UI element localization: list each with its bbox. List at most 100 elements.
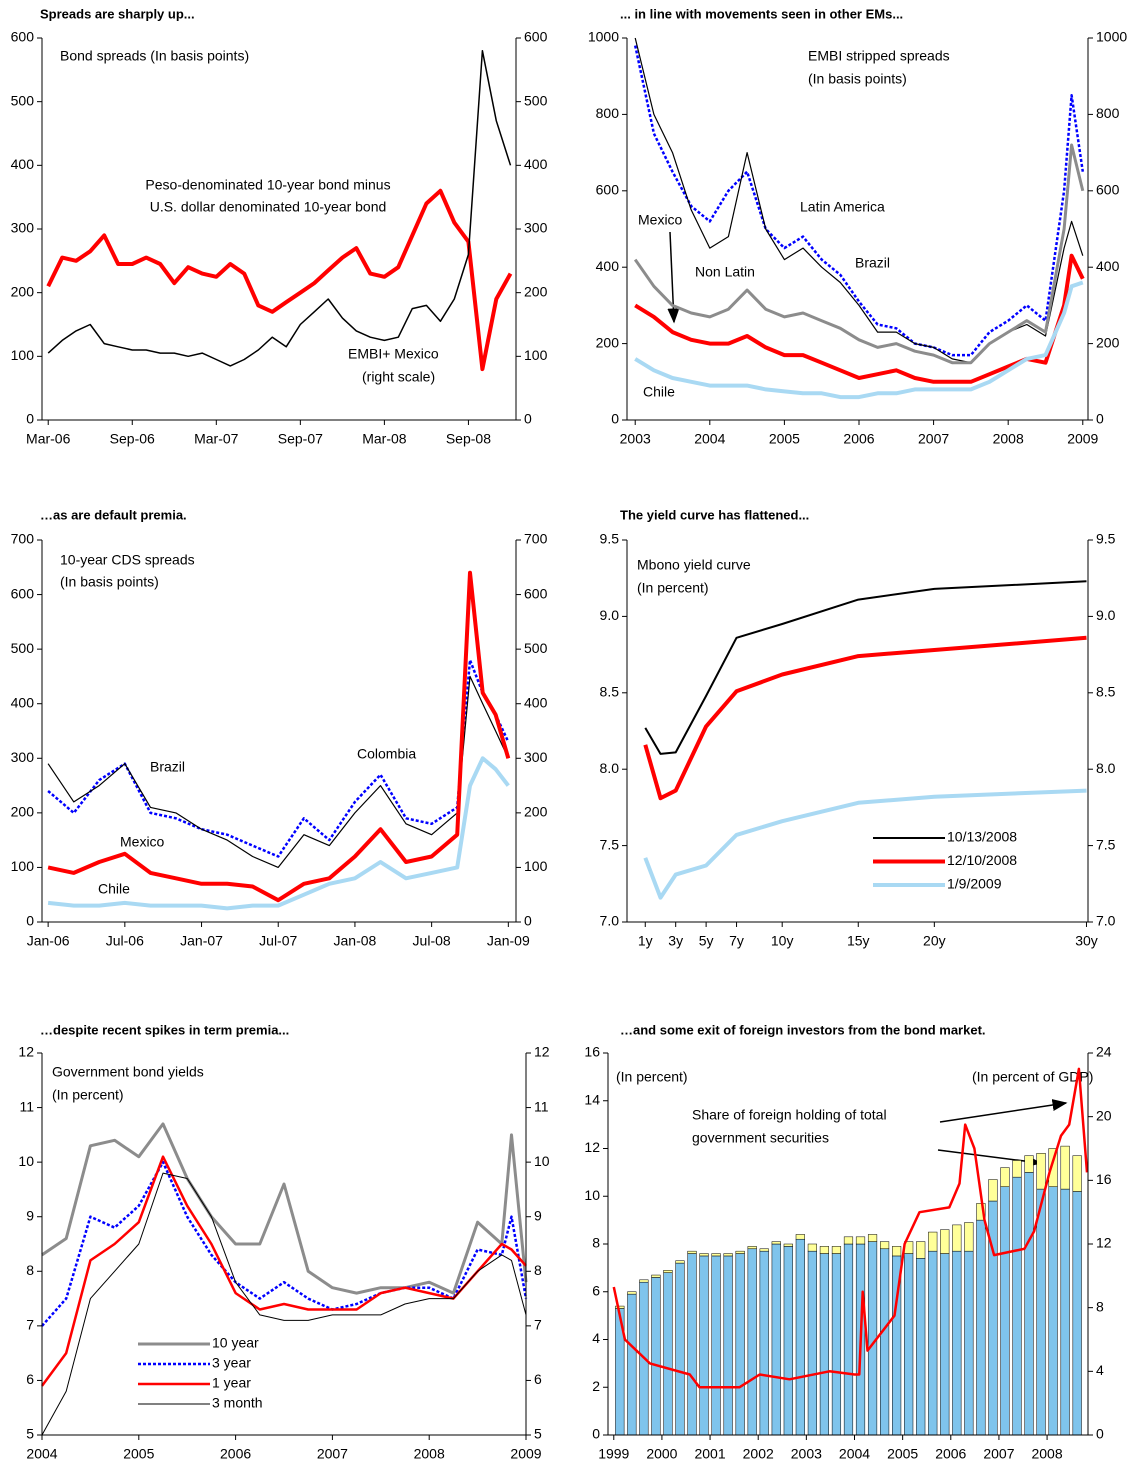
y2-tick-label: 0 — [524, 411, 532, 427]
bar — [928, 1231, 938, 1252]
y-tick-label: 7 — [26, 1317, 34, 1333]
bar — [687, 1253, 697, 1436]
bar — [928, 1250, 938, 1436]
y2-tick-label: 0 — [1096, 411, 1104, 427]
legend-label: 3 month — [212, 1395, 263, 1411]
y2-tick-label: 9.0 — [1096, 607, 1116, 623]
x-tick-label: 2004 — [839, 1446, 870, 1462]
y2-tick-label: 300 — [524, 749, 548, 765]
bar — [795, 1234, 805, 1240]
bar — [663, 1270, 673, 1273]
x-tick-label: 1999 — [598, 1446, 629, 1462]
chart-title: ... in line with movements seen in other… — [620, 6, 903, 21]
y-tick-label: 0 — [26, 411, 34, 427]
bar — [735, 1250, 745, 1254]
y2-tick-label: 7.5 — [1096, 836, 1116, 852]
x-tick-label: 2005 — [887, 1446, 918, 1462]
series-line — [633, 45, 1085, 357]
series-line — [41, 1160, 528, 1327]
x-tick-label: Jan-09 — [487, 933, 530, 949]
bar — [819, 1253, 829, 1436]
y2-tick-label: 100 — [524, 858, 548, 874]
legend-label: 3 year — [212, 1355, 251, 1371]
bar — [964, 1222, 974, 1252]
y2-tick-label: 300 — [524, 220, 548, 236]
annotation: (In percent of GDP) — [972, 1069, 1093, 1085]
annotation: (In basis points) — [808, 71, 907, 87]
bar — [843, 1236, 854, 1245]
y-tick-label: 700 — [11, 531, 35, 547]
series-line — [643, 788, 1087, 900]
y-tick-label: 0 — [26, 913, 34, 929]
bar — [627, 1291, 637, 1295]
y2-tick-label: 8 — [534, 1262, 542, 1278]
bar — [663, 1272, 673, 1436]
x-tick-label: 2005 — [123, 1446, 154, 1462]
bar — [1036, 1188, 1046, 1436]
y-tick-label: 300 — [11, 749, 35, 765]
legend-label: 10/13/2008 — [947, 829, 1017, 845]
chart-title: …as are default premia. — [40, 507, 187, 522]
annotation: (In percent) — [52, 1087, 124, 1103]
x-tick-label: Jul-06 — [106, 933, 144, 949]
y-tick-label: 8 — [592, 1235, 600, 1251]
y2-tick-label: 800 — [1096, 105, 1120, 121]
x-tick-label: 2006 — [843, 431, 874, 447]
bar — [1048, 1148, 1058, 1187]
y2-tick-label: 500 — [524, 92, 548, 108]
y2-tick-label: 12 — [1096, 1235, 1112, 1251]
y2-tick-label: 100 — [524, 347, 548, 363]
bar — [1072, 1191, 1082, 1436]
bar — [1060, 1145, 1070, 1190]
series-label: Chile — [643, 384, 675, 400]
x-tick-label: 2005 — [769, 431, 800, 447]
y-tick-label: 0 — [592, 1426, 600, 1442]
y-tick-label: 200 — [596, 334, 620, 350]
y-tick-label: 600 — [11, 29, 35, 45]
x-tick-label: 2008 — [993, 431, 1024, 447]
x-tick-label: 15y — [847, 933, 870, 949]
y-tick-label: 8 — [26, 1262, 34, 1278]
bar — [675, 1262, 685, 1436]
y2-tick-label: 600 — [524, 29, 548, 45]
y-tick-label: 600 — [11, 585, 35, 601]
y2-tick-label: 200 — [1096, 334, 1120, 350]
y2-tick-label: 400 — [1096, 258, 1120, 274]
bar — [771, 1241, 781, 1245]
annotation: Share of foreign holding of total — [692, 1107, 887, 1123]
series-label: Mexico — [120, 834, 165, 850]
y-tick-label: 10 — [584, 1187, 600, 1203]
x-tick-label: Sep-07 — [278, 431, 323, 447]
series-line — [612, 1067, 1089, 1389]
x-tick-label: 2007 — [918, 431, 949, 447]
x-tick-label: 20y — [923, 933, 946, 949]
y-tick-label: 9 — [26, 1207, 34, 1223]
y-tick-label: 16 — [584, 1044, 600, 1060]
x-tick-label: 2003 — [620, 431, 651, 447]
bar — [964, 1250, 974, 1436]
y-tick-label: 500 — [11, 640, 35, 656]
y2-tick-label: 9 — [534, 1207, 542, 1223]
bar — [831, 1253, 842, 1436]
annotation: (In basis points) — [60, 574, 159, 590]
bar — [940, 1229, 950, 1254]
bar — [759, 1248, 769, 1252]
series-line — [634, 37, 1084, 364]
series-line — [47, 570, 511, 903]
bar — [1012, 1160, 1022, 1178]
x-tick-label: 3y — [668, 933, 683, 949]
bar — [759, 1250, 769, 1436]
x-tick-label: 2000 — [646, 1446, 677, 1462]
bar — [723, 1255, 733, 1436]
x-tick-label: 2008 — [414, 1446, 445, 1462]
bar — [952, 1224, 962, 1252]
x-tick-label: Jan-08 — [334, 933, 377, 949]
bar — [651, 1274, 661, 1278]
chart-title: …despite recent spikes in term premia... — [40, 1022, 289, 1037]
bar — [940, 1253, 950, 1436]
bar — [687, 1250, 697, 1254]
annotation: 10-year CDS spreads — [60, 552, 195, 568]
x-tick-label: Jul-08 — [413, 933, 451, 949]
y-tick-label: 11 — [19, 1098, 34, 1114]
